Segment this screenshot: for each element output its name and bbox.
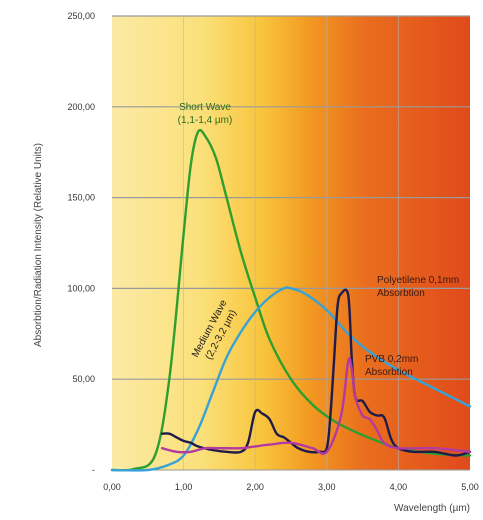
annotation-3: PVB 0,2mm Absorbtion [365,354,418,378]
y-tick-label-5: 250,00 [67,11,95,21]
annotation-2: Polyetilene 0,1mm Absorbtion [377,275,459,299]
y-tick-label-2: 100,00 [67,283,95,293]
y-tick-label-3: 150,00 [67,193,95,203]
annotation-2-line-1: Absorbtion [377,288,425,299]
series-line-1 [110,286,472,472]
annotation-3-line-0: PVB 0,2mm [365,354,418,365]
x-tick-label-5: 5,00 [461,482,479,492]
series-layer [110,128,472,472]
tick-labels: - 50,00 100,00 150,00 200,00 250,00 0,00 1,00 2,… [67,11,478,492]
annotation-2-line-0: Polyetilene 0,1mm [377,275,459,286]
annotation-3-line-1: Absorbtion [365,367,413,378]
y-tick-label-4: 200,00 [67,102,95,112]
annotation-0-line-1: (1,1-1,4 µm) [178,115,233,126]
series-line-0 [110,128,472,472]
x-tick-label-1: 1,00 [175,482,193,492]
x-tick-label-0: 0,00 [103,482,121,492]
x-tick-label-4: 4,00 [390,482,408,492]
plot-background [112,16,470,470]
y-axis-title: Absorbtion/Radiation Intensity (Relative… [33,143,44,347]
x-tick-label-2: 2,00 [246,482,264,492]
y-tick-label-0: - [92,465,95,475]
x-tick-label-3: 3,00 [318,482,336,492]
series-line-3 [160,357,472,455]
annotation-0-line-0: Short Wave [179,102,231,113]
x-axis-title: Wavelength (µm) [394,503,470,514]
y-tick-label-1: 50,00 [72,374,95,384]
annotation-0: Short Wave (1,1-1,4 µm) [178,102,233,126]
